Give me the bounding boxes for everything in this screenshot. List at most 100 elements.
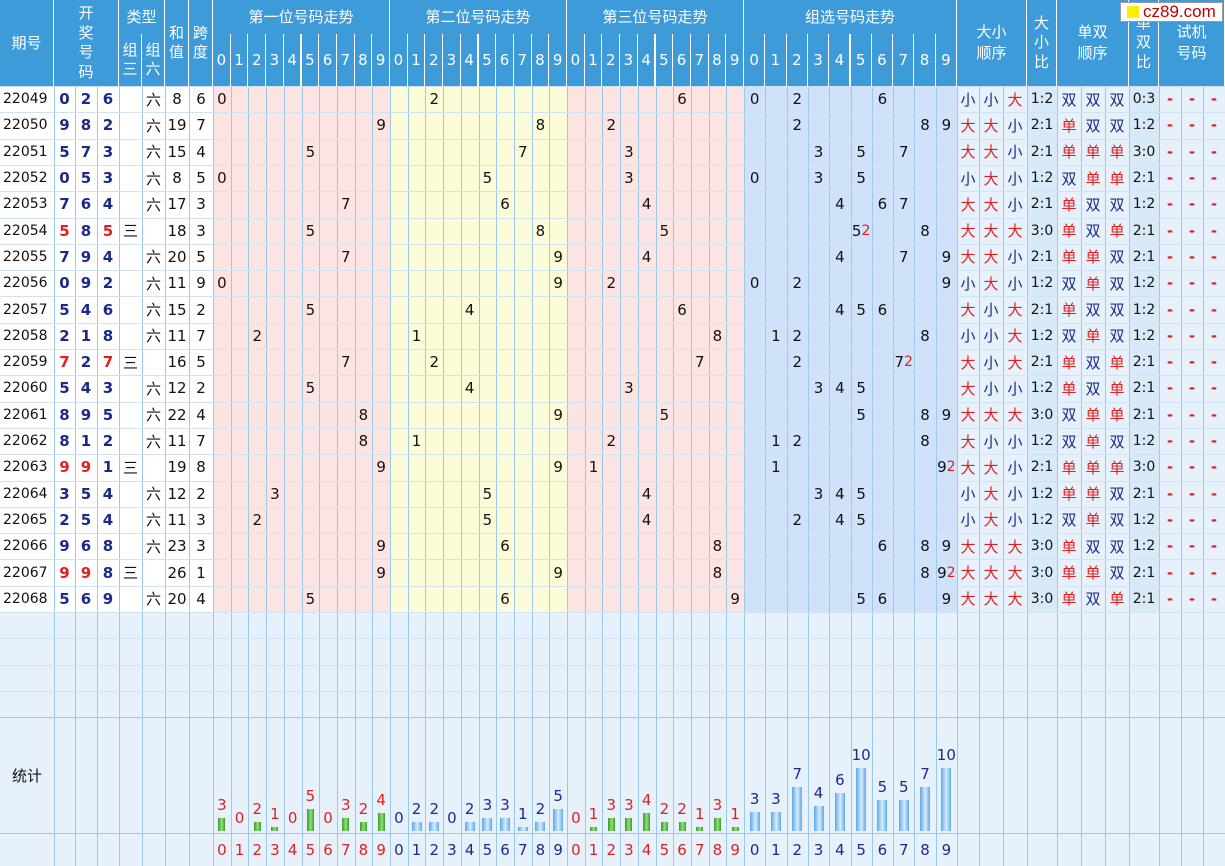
oe-char: 单 <box>1061 195 1077 214</box>
type-z6-mark <box>142 559 165 585</box>
pos3-digit: 6 <box>677 300 687 319</box>
axis-pos3-0: 0 <box>571 840 581 859</box>
stat-group-value-3: 4 <box>813 783 824 802</box>
stat-pos1-value-7: 3 <box>340 795 351 814</box>
trial-dash: - <box>1210 116 1218 135</box>
stat-pos3-value-2: 3 <box>606 795 616 814</box>
grid-vline <box>690 86 692 866</box>
oe-char: 双 <box>1061 511 1077 530</box>
stat-pos2-value-3: 0 <box>447 809 457 827</box>
row-span: 5 <box>196 169 206 188</box>
bs-char: 大 <box>1007 590 1023 609</box>
grid-vline <box>301 86 303 866</box>
bs-char: 大 <box>983 143 999 162</box>
stat-pos1-value-5: 5 <box>305 787 316 805</box>
stat-pos1-value-4: 0 <box>287 809 298 827</box>
stat-pos3-bar-6 <box>678 822 686 831</box>
row-sum: 11 <box>167 432 187 451</box>
axis-pos2-6: 6 <box>500 840 510 859</box>
stat-pos3-bar-2 <box>607 817 615 831</box>
pos2-digit: 7 <box>517 142 528 161</box>
row-period: 22054 <box>3 222 48 239</box>
header-draw-numbers-char: 开 <box>78 4 94 22</box>
grid-vline <box>914 86 916 866</box>
row-period: 22064 <box>3 485 48 502</box>
type-z6-mark <box>142 454 165 480</box>
pos1-digit: 0 <box>217 169 227 188</box>
bs-char: 大 <box>960 379 976 398</box>
row-sum: 26 <box>167 563 187 582</box>
row-sum: 11 <box>167 510 187 529</box>
grid-vline <box>266 86 268 866</box>
bs-ratio: 1:2 <box>1030 91 1054 108</box>
trial-dash: - <box>1188 432 1196 451</box>
header-pos3-digit-2: 2 <box>602 34 621 86</box>
grid-vline <box>708 86 710 866</box>
group-digit: 9 <box>941 405 952 424</box>
stat-pos2-bar-2 <box>429 822 440 831</box>
stat-pos1-value-1: 0 <box>234 809 245 827</box>
oe-char: 单 <box>1109 169 1125 188</box>
grid-hline <box>0 427 1225 429</box>
oe-char: 双 <box>1061 90 1077 109</box>
type-z6-mark: 六 <box>145 169 161 188</box>
axis-pos2-8: 8 <box>535 840 546 859</box>
bs-ratio: 1:2 <box>1030 433 1054 450</box>
pos2-digit: 6 <box>500 589 510 608</box>
pos2-digit: 2 <box>429 353 439 372</box>
bs-ratio: 2:1 <box>1030 248 1054 265</box>
group-digit: 8 <box>920 537 930 556</box>
grid-hline <box>0 243 1225 245</box>
group-digit: 5 <box>856 300 866 319</box>
grid-hline <box>0 690 1225 692</box>
grid-vline <box>602 86 604 866</box>
oe-char: 单 <box>1085 169 1101 188</box>
bs-char: 小 <box>983 327 999 346</box>
group-digit: 3 <box>813 484 824 503</box>
header-group-digit-8: 8 <box>914 34 936 86</box>
row-period: 22067 <box>3 564 48 581</box>
draw-digit: 2 <box>59 326 70 345</box>
draw-digit: 6 <box>80 195 92 214</box>
grid-vline <box>460 86 462 866</box>
grid-hline <box>0 717 1225 718</box>
header-pos1-digit-2: 2 <box>248 34 267 86</box>
draw-digit: 8 <box>102 563 114 582</box>
header-bs-ratio: 大小比 <box>1027 0 1057 86</box>
oe-char: 单 <box>1061 458 1077 477</box>
header-draw-numbers-char: 码 <box>78 62 94 81</box>
draw-digit: 7 <box>102 353 114 372</box>
row-sum: 11 <box>167 274 187 293</box>
oe-char: 双 <box>1109 116 1125 135</box>
bs-ratio: 2:1 <box>1030 196 1054 213</box>
pos3-digit: 8 <box>712 326 723 345</box>
bs-char: 小 <box>983 432 999 451</box>
stat-pos2-value-0: 0 <box>394 809 404 827</box>
axis-pos1-6: 6 <box>323 840 333 859</box>
bs-char: 大 <box>960 564 976 583</box>
row-sum: 8 <box>172 90 182 109</box>
header-type-z3: 组三 <box>119 34 142 86</box>
bs-ratio: 2:1 <box>1030 301 1054 318</box>
header-sum: 和值 <box>165 0 189 86</box>
oe-ratio: 2:1 <box>1132 380 1156 397</box>
stat-pos2-value-5: 3 <box>482 795 493 814</box>
stat-pos3-value-6: 2 <box>677 800 687 819</box>
draw-digit: 5 <box>80 484 92 503</box>
type-z3-mark <box>119 112 142 138</box>
oe-char: 双 <box>1061 327 1077 346</box>
grid-vline <box>248 86 250 866</box>
grid-vline <box>513 86 515 866</box>
oe-char: 单 <box>1085 248 1101 267</box>
grid-hline <box>0 138 1225 140</box>
oe-char: 双 <box>1109 432 1125 451</box>
trial-dash: - <box>1166 142 1174 161</box>
bs-char: 大 <box>983 458 999 477</box>
bs-char: 小 <box>1007 195 1023 214</box>
oe-char: 单 <box>1061 379 1077 398</box>
site-logo[interactable]: cz89.com <box>1120 2 1223 22</box>
trial-dash: - <box>1166 589 1174 608</box>
bs-char: 大 <box>983 169 999 188</box>
trial-dash: - <box>1210 326 1218 345</box>
bs-char: 大 <box>960 537 976 556</box>
